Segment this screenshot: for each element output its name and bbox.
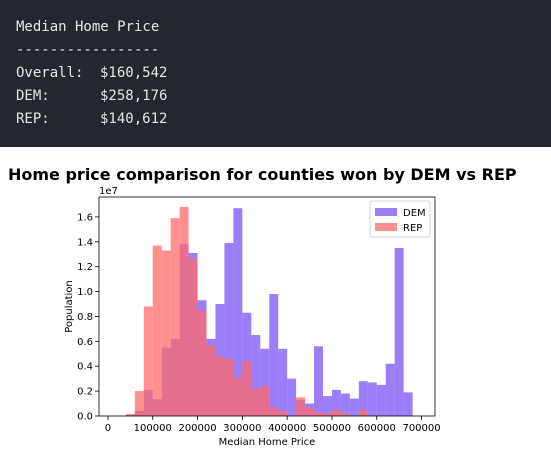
bar-rep-19 xyxy=(296,397,306,416)
y-tick-label-8: 1.6 xyxy=(77,212,93,223)
chart-title: Home price comparison for counties won b… xyxy=(8,165,517,184)
output-line-divider: ----------------- xyxy=(16,41,159,59)
bar-rep-24 xyxy=(340,413,350,416)
bar-dem-28 xyxy=(376,384,386,416)
output-heading: Median Home Price xyxy=(16,19,160,35)
rep-value: $140,612 xyxy=(100,111,168,127)
x-tick-label-7: 700000 xyxy=(402,423,440,434)
y-tick-label-4: 0.8 xyxy=(77,312,93,323)
bar-dem-15 xyxy=(260,348,270,416)
y-axis-label: Population xyxy=(64,280,75,333)
bar-dem-23 xyxy=(331,389,341,416)
bar-dem-25 xyxy=(349,398,359,416)
bar-dem-24 xyxy=(340,393,350,416)
y-tick-label-3: 0.6 xyxy=(77,337,93,348)
cell-output: Median Home Price ----------------- Over… xyxy=(0,0,551,147)
bar-dem-30 xyxy=(394,248,404,416)
bar-rep-4 xyxy=(161,250,171,416)
bar-rep-9 xyxy=(206,345,216,416)
x-tick-label-4: 400000 xyxy=(268,423,306,434)
bar-rep-21 xyxy=(314,412,323,416)
bar-rep-0 xyxy=(125,414,135,416)
y-tick-label-0: 0.0 xyxy=(77,412,93,423)
y-tick-label-6: 1.2 xyxy=(77,262,93,273)
x-tick-label-5: 500000 xyxy=(313,423,351,434)
bar-dem-21 xyxy=(314,346,323,416)
x-tick-label-6: 600000 xyxy=(358,423,396,434)
overall-value: $160,542 xyxy=(100,65,168,81)
bar-rep-23 xyxy=(331,409,341,416)
x-tick-label-2: 200000 xyxy=(178,423,216,434)
legend-swatch-rep xyxy=(375,223,397,231)
rep-label: REP: xyxy=(16,111,50,127)
bar-rep-1 xyxy=(134,391,144,416)
y-tick-label-1: 0.2 xyxy=(77,387,93,398)
bar-rep-15 xyxy=(260,386,270,416)
output-line-overall: Overall: $160,542 xyxy=(16,64,167,82)
bar-dem-27 xyxy=(367,382,377,416)
output-line-rep: REP: $140,612 xyxy=(16,110,167,128)
bar-dem-31 xyxy=(403,392,413,416)
y-tick-label-7: 1.4 xyxy=(77,237,93,248)
bar-dem-14 xyxy=(251,335,261,416)
dem-value: $258,176 xyxy=(100,88,168,104)
bar-dem-26 xyxy=(358,381,368,416)
y-tick-label-2: 0.4 xyxy=(77,362,93,373)
bar-dem-11 xyxy=(224,243,234,416)
legend-label-rep: REP xyxy=(403,223,422,234)
bar-dem-18 xyxy=(287,378,297,416)
bar-dem-16 xyxy=(269,294,279,416)
output-line-heading: Median Home Price xyxy=(16,18,159,36)
bar-rep-12 xyxy=(233,377,243,416)
bar-rep-20 xyxy=(305,407,315,416)
bar-rep-14 xyxy=(251,388,261,416)
bar-rep-2 xyxy=(143,306,153,416)
bar-rep-26 xyxy=(358,409,368,416)
bar-dem-17 xyxy=(278,348,288,416)
bar-rep-22 xyxy=(323,413,332,416)
bar-rep-5 xyxy=(170,218,180,416)
y-tick-label-5: 1.0 xyxy=(77,287,93,298)
dem-label: DEM: xyxy=(16,88,50,104)
bar-rep-17 xyxy=(278,411,288,416)
bar-rep-7 xyxy=(188,257,198,416)
x-tick-label-3: 300000 xyxy=(223,423,261,434)
histogram-chart: 0 100000 200000 300000 400000 500000 600000 700… xyxy=(64,186,441,448)
bar-rep-6 xyxy=(179,206,189,416)
legend-swatch-dem xyxy=(375,208,397,216)
bar-rep-10 xyxy=(215,356,225,416)
bar-rep-11 xyxy=(224,358,234,416)
x-tick-label-1: 100000 xyxy=(134,423,172,434)
bar-rep-8 xyxy=(197,310,207,416)
plot-frame xyxy=(98,196,436,417)
bar-rep-13 xyxy=(242,361,252,416)
overall-label: Overall: xyxy=(16,65,84,81)
legend-label-dem: DEM xyxy=(403,208,426,219)
x-axis-label: Median Home Price xyxy=(219,437,316,448)
bar-dem-12 xyxy=(233,208,243,416)
y-offset-label: 1e7 xyxy=(99,186,118,197)
output-divider: ----------------- xyxy=(16,42,160,58)
bar-dem-29 xyxy=(385,363,395,416)
output-line-dem: DEM: $258,176 xyxy=(16,87,167,105)
bar-dem-22 xyxy=(323,396,332,416)
x-tick-label-0: 0 xyxy=(105,423,111,434)
bar-rep-3 xyxy=(152,245,162,416)
bar-rep-16 xyxy=(269,407,279,416)
